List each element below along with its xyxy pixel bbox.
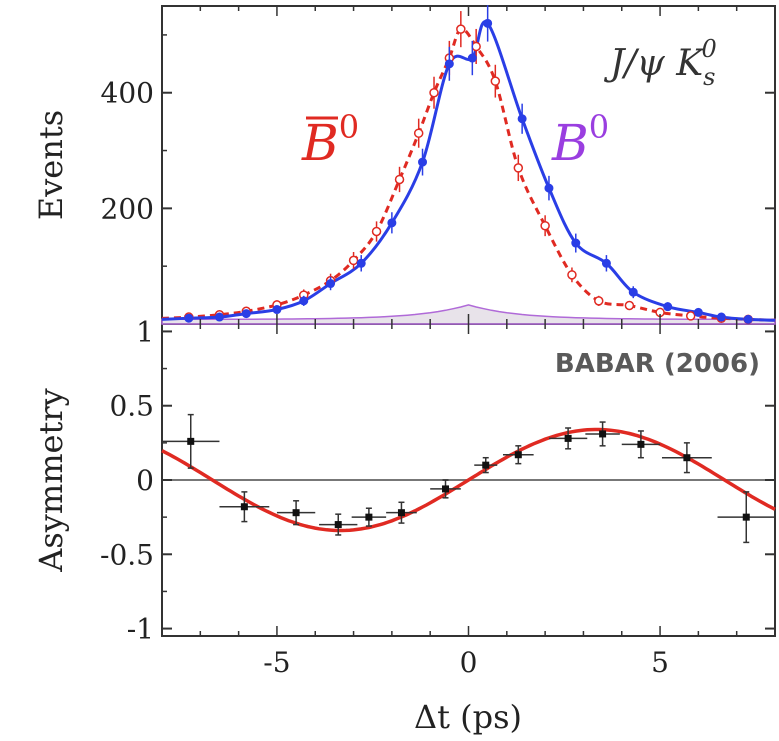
top-y-axis-title: Events	[32, 110, 70, 220]
data-point-b	[241, 309, 251, 319]
data-point-bbar	[490, 76, 501, 86]
b-sup: 0	[589, 108, 609, 146]
data-point-b	[184, 313, 194, 323]
data-point-b	[387, 218, 397, 228]
data-point-bbar	[567, 270, 577, 280]
channel-label: J/ψ Ks0	[603, 35, 717, 91]
asym-data-point	[683, 454, 691, 462]
bbar-sup: 0	[339, 108, 359, 146]
svg-text:B0: B0	[551, 108, 609, 172]
data-point-b	[716, 312, 726, 322]
data-point-bbar	[594, 296, 604, 306]
bottom-y-tick-label: -1	[127, 613, 154, 646]
bottom-x-tick-label: 5	[651, 646, 669, 679]
asym-data-point	[187, 437, 195, 445]
data-point-bbar	[413, 128, 424, 138]
svg-text:B0: B0	[301, 108, 359, 172]
data-point-bbar	[394, 174, 405, 185]
data-point-b	[214, 312, 224, 322]
bottom-y-tick-label: -0.5	[100, 538, 154, 571]
bottom-y-tick-label: 0	[136, 464, 154, 497]
b-label: B0	[551, 108, 609, 172]
data-point-b	[693, 307, 703, 317]
data-point-b	[743, 314, 753, 324]
data-point-bbar	[513, 163, 524, 173]
bottom-y-axis-title: Asymmetry	[32, 388, 70, 572]
data-point-bbar	[429, 87, 439, 98]
data-point-b	[444, 59, 454, 69]
top-data-points	[184, 5, 753, 325]
data-point-b	[663, 302, 673, 312]
data-point-bbar	[540, 220, 550, 231]
asym-data-point	[442, 485, 450, 493]
data-point-b	[517, 114, 527, 124]
asymmetry-fit-line	[161, 427, 776, 533]
asym-data-point	[742, 513, 750, 521]
top-y-tick-label: 200	[101, 192, 154, 225]
data-point-bbar	[685, 311, 696, 321]
asym-data-point	[292, 509, 300, 517]
data-point-b	[418, 157, 428, 167]
top-axis-ticks: 200 400	[101, 6, 775, 324]
bottom-x-tick-label: -5	[263, 646, 290, 679]
data-point-b	[356, 258, 366, 268]
channel-sup: 0	[701, 35, 716, 63]
data-point-b	[272, 305, 282, 315]
data-point-b	[571, 238, 581, 248]
data-point-b	[544, 183, 554, 193]
data-point-b	[299, 296, 309, 306]
asym-data-point	[482, 461, 490, 469]
x-axis-title: Δt (ps)	[414, 698, 522, 736]
data-point-b	[601, 258, 611, 268]
data-point-b	[467, 53, 477, 63]
channel-main: J/ψ K	[603, 43, 705, 84]
b-letter: B	[551, 114, 589, 172]
asymmetry-fit-curve	[161, 427, 776, 533]
svg-text:J/ψ Ks0: J/ψ Ks0	[603, 35, 717, 91]
top-y-tick-label: 400	[101, 77, 154, 110]
asym-data-point	[637, 440, 645, 448]
asym-data-point	[514, 451, 522, 459]
data-point-bbar	[471, 41, 481, 52]
babar-2006-label: BABAR (2006)	[555, 349, 760, 379]
bottom-axis-ticks: -1 -0.5 0 0.5 1 -5 0 5	[100, 315, 775, 679]
asym-data-point	[599, 430, 607, 438]
data-point-b	[628, 287, 638, 297]
data-point-bbar	[456, 24, 466, 34]
bottom-y-tick-label: 0.5	[109, 390, 154, 423]
data-point-bbar	[348, 255, 359, 266]
asymmetry-data-points	[162, 413, 775, 544]
data-point-bbar	[624, 300, 635, 311]
bottom-y-tick-label: 1	[136, 315, 154, 348]
channel-sub: s	[703, 63, 715, 91]
asym-data-point	[365, 513, 373, 521]
bottom-x-tick-label: 0	[460, 646, 478, 679]
asym-data-point	[240, 503, 248, 511]
data-point-bbar	[371, 226, 382, 237]
asym-data-point	[397, 509, 405, 517]
asym-data-point	[564, 434, 572, 442]
data-point-b	[326, 279, 336, 289]
bbar-label: B0	[301, 108, 359, 172]
data-point-b	[483, 18, 493, 28]
bbar-letter: B	[301, 114, 339, 172]
asym-data-point	[334, 521, 342, 529]
